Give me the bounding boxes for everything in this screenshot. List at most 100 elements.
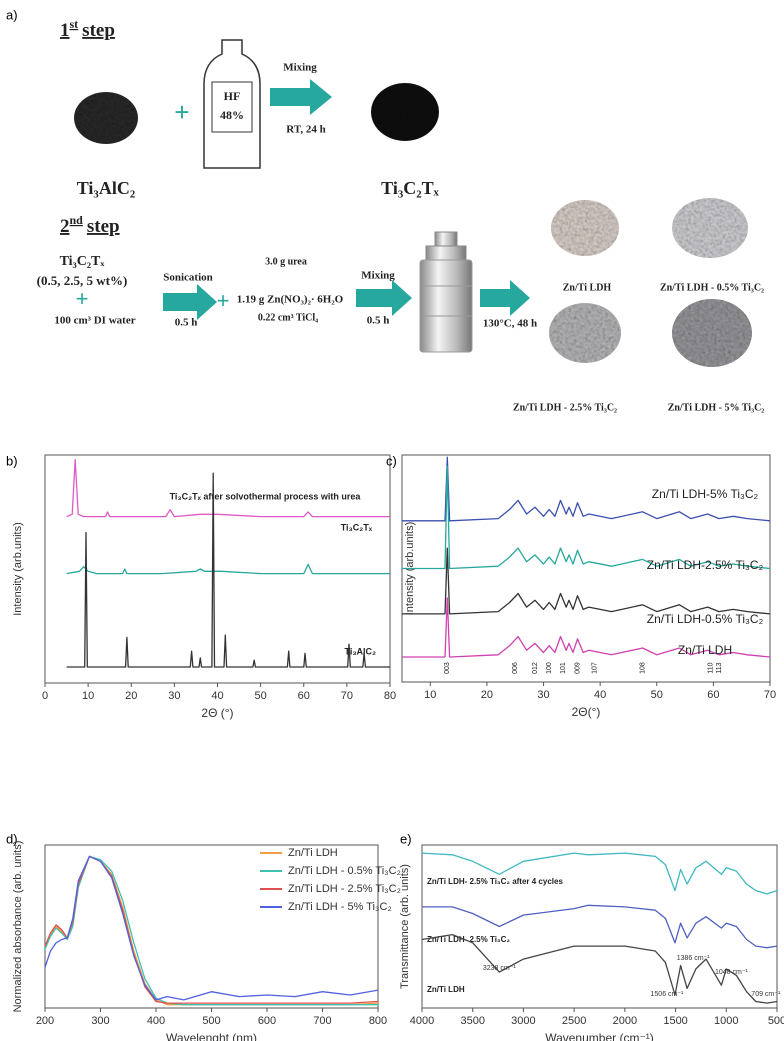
x-tick-label: 10 [424,689,436,701]
step-heading: 1st step [60,17,115,42]
step-text: 0.5 h [175,317,198,329]
powder-product [549,303,621,363]
autoclave [419,231,473,353]
arrow [356,280,412,316]
peak-label: 006 [512,662,519,674]
step-text: Sonication [163,272,213,284]
product-label: Zn/Ti LDH - 2.5% Ti₃C₂ [513,402,617,413]
step-text: 0.22 cm³ TiCl₄ [258,312,318,323]
bottle [203,39,261,169]
plot-frame [421,844,778,1009]
step-text: (0.5, 2.5, 5 wt%) [37,273,128,288]
series-label: Ti₃C₂Tₓ after solvothermal process with … [170,491,362,501]
schematic: a) 1st step + HF 48% Mixing RT, 24 h Ti₃A… [6,7,764,413]
step-number: 1 [60,20,70,41]
annotation: 709 cm⁻¹ [751,991,781,998]
plus-icon: + [217,288,230,313]
series-label: Zn/Ti LDH-5% Ti₃C₂ [652,487,759,501]
y-axis-label: Intensity (arb.units) [12,522,24,616]
product-label: Zn/Ti LDH - 0.5% Ti₃C₂ [660,282,764,293]
chart-panel: b) 0 10 20 30 40 50 60 70 80 2Θ (°) Intensity (arb.… [6,453,396,720]
step-text: 100 cm³ DI water [54,315,135,327]
legend-label: Zn/Ti LDH [288,847,338,859]
panel-label: a) [6,7,18,22]
peak-label: 009 [574,662,581,674]
step-word: step [82,20,115,41]
step-text: 130°C, 48 h [483,318,537,330]
data-line [421,933,778,1004]
material-label: Ti₃C₂Tₓ [381,178,439,198]
peak-label: 003 [444,662,451,674]
series-label: Ti₃C₂Tₓ [341,522,373,532]
x-tick-label: 2500 [562,1015,586,1027]
x-tick-label: 30 [168,690,180,702]
powder-max [74,92,138,144]
bottle-label: 48% [220,108,244,122]
powder-product [551,200,619,256]
step-sup: nd [70,213,84,227]
step-heading: 2nd step [60,213,120,238]
x-tick-label: 500 [768,1015,784,1027]
peak-label: 100 [546,662,553,674]
product-label: Zn/Ti LDH [563,282,612,293]
bottle-label: HF [224,89,241,103]
step-text: RT, 24 h [286,124,325,136]
annotation: 1506 cm⁻¹ [651,991,685,998]
x-tick-label: 600 [258,1015,276,1027]
peak-label: 113 [716,662,723,673]
x-tick-label: 0 [42,690,48,702]
annotation: 1048 cm⁻¹ [715,969,749,976]
peak-label: 107 [591,662,598,674]
panel-label: b) [6,453,18,468]
powder-product [672,198,748,258]
series-label: Zn/Ti LDH [678,643,732,657]
series-label: Zn/Ti LDH- 2.5% Ti₃C₂ after 4 cycles [427,877,563,886]
x-tick-label: 2000 [613,1015,637,1027]
series-label: Zn/Ti LDH-2.5% Ti₃C₂ [647,558,764,572]
data-line [402,547,771,615]
x-tick-label: 20 [481,689,493,701]
data-line [66,472,390,668]
plus-icon: + [174,97,189,127]
x-tick-label: 20 [125,690,137,702]
peak-label: 110 [707,662,714,673]
x-tick-label: 80 [384,690,396,702]
series-label: Zn/Ti LDH [427,985,465,994]
x-tick-label: 3000 [511,1015,535,1027]
powder-product [672,299,752,367]
product-label: Zn/Ti LDH - 5% Ti₃C₂ [668,402,765,413]
x-tick-label: 70 [764,689,776,701]
x-tick-label: 50 [255,690,267,702]
series-label: Zn/Ti LDH- 2.5% Ti₃C₂ [427,935,510,944]
legend-label: Zn/Ti LDH - 0.5% Ti₃C₂ [288,865,401,877]
x-tick-label: 500 [202,1015,220,1027]
step-number: 2 [60,216,70,237]
step-word: step [87,216,120,237]
x-axis-label: Wavelenght (nm) [166,1031,257,1041]
x-tick-label: 3500 [460,1015,484,1027]
step-text: Ti₃C₂Tₓ [60,254,106,269]
y-axis-label: Normalized absorbance (arb. units) [12,841,24,1013]
x-axis-label: Wavenumber (cm⁻¹) [545,1031,654,1041]
legend-label: Zn/Ti LDH - 2.5% Ti₃C₂ [288,883,401,895]
x-tick-label: 70 [341,690,353,702]
data-line [421,852,778,895]
data-line [66,458,390,518]
x-tick-label: 400 [147,1015,165,1027]
panel-label: d) [6,831,18,846]
x-tick-label: 10 [82,690,94,702]
step-sup: st [70,17,79,31]
x-tick-label: 50 [651,689,663,701]
data-line [44,855,379,1006]
data-line [44,855,378,1006]
x-tick-label: 60 [707,689,719,701]
chart-panel: e) 4000 3500 3000 2500 2000 1500 1000 500 Wavenum… [399,831,784,1041]
x-tick-label: 1500 [663,1015,687,1027]
panel-label: c) [386,453,397,468]
annotation: 3238 cm⁻¹ [483,965,517,972]
data-line [44,855,379,1004]
step-text: 0.5 h [367,315,390,327]
x-tick-label: 700 [313,1015,331,1027]
data-line [422,904,778,949]
